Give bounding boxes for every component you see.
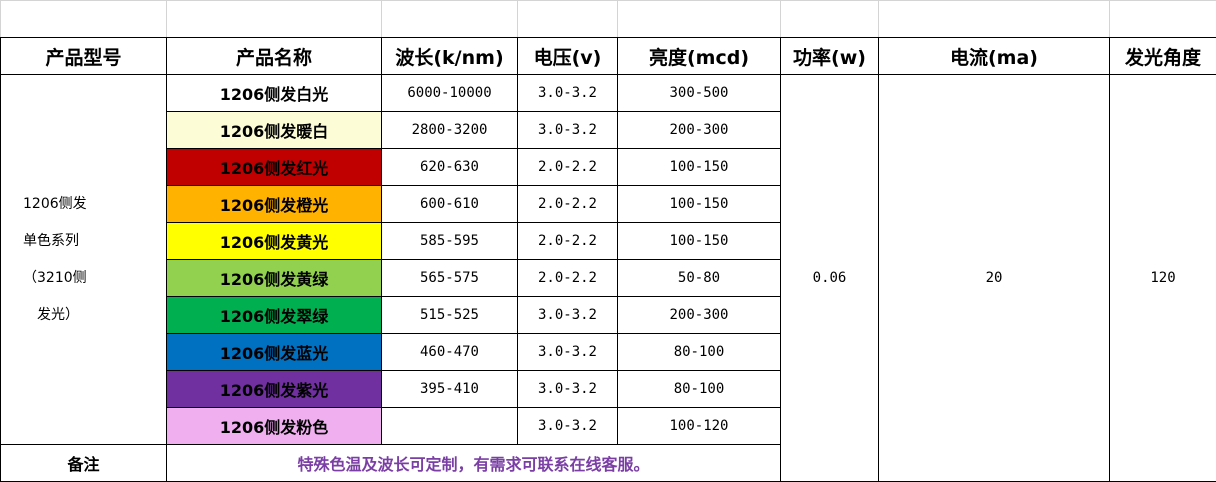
brightness-cell[interactable]: 100-120	[617, 407, 781, 445]
header-row: 产品型号 产品名称 波长(k/nm) 电压(v) 亮度(mcd) 功率(w) 电…	[0, 37, 1216, 75]
product-name-cell[interactable]: 1206侧发黄绿	[166, 259, 382, 297]
voltage-cell[interactable]: 2.0-2.2	[517, 148, 618, 186]
product-name-cell[interactable]: 1206侧发红光	[166, 148, 382, 186]
wavelength-cell[interactable]: 515-525	[381, 296, 518, 334]
empty-cell[interactable]	[517, 0, 618, 38]
empty-cell[interactable]	[1109, 0, 1216, 38]
table-row: 1206侧发翠绿 515-525 3.0-3.2 200-300	[1, 296, 1216, 334]
empty-cell[interactable]	[381, 0, 518, 38]
product-name-cell[interactable]: 1206侧发粉色	[166, 407, 382, 445]
product-name-cell[interactable]: 1206侧发紫光	[166, 370, 382, 408]
wavelength-cell[interactable]: 395-410	[381, 370, 518, 408]
wavelength-cell[interactable]: 620-630	[381, 148, 518, 186]
empty-top-row	[0, 0, 1216, 38]
empty-cell[interactable]	[878, 0, 1110, 38]
voltage-cell[interactable]: 3.0-3.2	[517, 296, 618, 334]
brightness-cell[interactable]: 100-150	[617, 222, 781, 260]
voltage-cell[interactable]: 3.0-3.2	[517, 333, 618, 371]
brightness-cell[interactable]: 50-80	[617, 259, 781, 297]
voltage-cell[interactable]: 3.0-3.2	[517, 370, 618, 408]
brightness-cell[interactable]: 100-150	[617, 185, 781, 223]
power-cell[interactable]: 0.06	[780, 74, 879, 482]
wavelength-cell[interactable]: 2800-3200	[381, 111, 518, 149]
angle-cell[interactable]: 120	[1109, 74, 1216, 482]
voltage-cell[interactable]: 2.0-2.2	[517, 259, 618, 297]
product-name-cell[interactable]: 1206侧发橙光	[166, 185, 382, 223]
product-name-cell[interactable]: 1206侧发白光	[166, 74, 382, 112]
header-brightness[interactable]: 亮度(mcd)	[617, 37, 781, 75]
header-angle[interactable]: 发光角度	[1109, 37, 1216, 75]
voltage-cell[interactable]: 3.0-3.2	[517, 74, 618, 112]
wavelength-cell[interactable]: 6000-10000	[381, 74, 518, 112]
voltage-cell[interactable]: 2.0-2.2	[517, 222, 618, 260]
table-row: 1206侧发 单色系列 （3210侧 发光） 1206侧发白光 6000-100…	[0, 74, 1216, 482]
series-line: （3210侧	[23, 269, 87, 286]
table-row: 1206侧发紫光 395-410 3.0-3.2 80-100	[1, 370, 1216, 408]
header-voltage[interactable]: 电压(v)	[517, 37, 618, 75]
product-name-cell[interactable]: 1206侧发翠绿	[166, 296, 382, 334]
series-line: 单色系列	[23, 232, 79, 249]
empty-cell[interactable]	[0, 0, 167, 38]
series-cell[interactable]: 1206侧发 单色系列 （3210侧 发光）	[0, 74, 167, 445]
note-text[interactable]: 特殊色温及波长可定制，有需求可联系在线客服。	[166, 444, 781, 482]
product-name-cell[interactable]: 1206侧发暖白	[166, 111, 382, 149]
table-row: 1206侧发黄光 585-595 2.0-2.2 100-150	[1, 222, 1216, 260]
brightness-cell[interactable]: 200-300	[617, 111, 781, 149]
wavelength-cell[interactable]	[381, 407, 518, 445]
voltage-cell[interactable]: 3.0-3.2	[517, 111, 618, 149]
product-name-cell[interactable]: 1206侧发黄光	[166, 222, 382, 260]
voltage-cell[interactable]: 3.0-3.2	[517, 407, 618, 445]
header-name[interactable]: 产品名称	[166, 37, 382, 75]
current-cell[interactable]: 20	[878, 74, 1110, 482]
product-name-cell[interactable]: 1206侧发蓝光	[166, 333, 382, 371]
note-row: 备注 特殊色温及波长可定制，有需求可联系在线客服。	[0, 444, 1216, 482]
empty-cell[interactable]	[617, 0, 781, 38]
brightness-cell[interactable]: 200-300	[617, 296, 781, 334]
table-row: 1206侧发粉色 3.0-3.2 100-120	[1, 407, 1216, 445]
brightness-cell[interactable]: 80-100	[617, 333, 781, 371]
header-wavelength[interactable]: 波长(k/nm)	[381, 37, 518, 75]
table-row: 1206侧发暖白 2800-3200 3.0-3.2 200-300	[1, 111, 1216, 149]
series-line: 1206侧发	[23, 195, 87, 212]
brightness-cell[interactable]: 300-500	[617, 74, 781, 112]
wavelength-cell[interactable]: 585-595	[381, 222, 518, 260]
header-current[interactable]: 电流(ma)	[878, 37, 1110, 75]
brightness-cell[interactable]: 100-150	[617, 148, 781, 186]
table-row: 1206侧发红光 620-630 2.0-2.2 100-150	[1, 148, 1216, 186]
voltage-cell[interactable]: 2.0-2.2	[517, 185, 618, 223]
header-model[interactable]: 产品型号	[0, 37, 167, 75]
empty-cell[interactable]	[166, 0, 382, 38]
wavelength-cell[interactable]: 565-575	[381, 259, 518, 297]
header-power[interactable]: 功率(w)	[780, 37, 879, 75]
series-line: 发光）	[37, 306, 79, 323]
empty-cell[interactable]	[780, 0, 879, 38]
brightness-cell[interactable]: 80-100	[617, 370, 781, 408]
note-label[interactable]: 备注	[0, 444, 167, 482]
table-row: 1206侧发黄绿 565-575 2.0-2.2 50-80	[1, 259, 1216, 297]
wavelength-cell[interactable]: 600-610	[381, 185, 518, 223]
wavelength-cell[interactable]: 460-470	[381, 333, 518, 371]
table-row: 1206侧发橙光 600-610 2.0-2.2 100-150	[1, 185, 1216, 223]
